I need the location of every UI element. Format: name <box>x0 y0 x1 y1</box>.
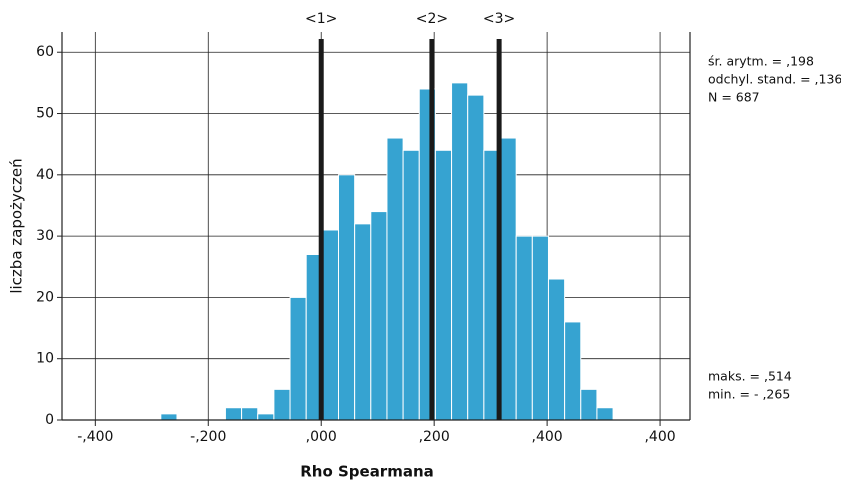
x-tick-label: -,200 <box>190 429 226 445</box>
y-tick-label: 50 <box>36 106 54 122</box>
stat-text: odchyl. stand. = ,136 <box>708 72 841 87</box>
bar <box>515 235 533 421</box>
bar <box>224 407 243 421</box>
reference-label: <3> <box>483 11 515 27</box>
x-tick-label: ,400 <box>532 429 563 445</box>
bar <box>531 235 549 421</box>
y-axis-label: liczba zapożyczeń <box>8 158 26 293</box>
bar <box>370 211 388 421</box>
y-tick-label: 20 <box>36 289 54 305</box>
bar <box>499 137 517 421</box>
bar <box>289 296 307 421</box>
bar <box>467 94 485 421</box>
reference-label: <1> <box>305 11 337 27</box>
bar <box>321 229 340 421</box>
bar <box>547 278 566 421</box>
reference-label: <2> <box>416 11 448 27</box>
bar <box>596 407 614 421</box>
bar <box>402 149 420 421</box>
stat-text: min. = - ,265 <box>708 387 790 402</box>
bar <box>241 407 259 421</box>
y-tick-label: 40 <box>36 167 54 183</box>
bar <box>273 388 291 421</box>
stat-text: maks. = ,514 <box>708 369 792 384</box>
bar <box>338 174 356 421</box>
bar <box>434 149 453 421</box>
x-tick-label: ,000 <box>306 429 337 445</box>
y-tick-label: 30 <box>36 228 54 244</box>
x-axis-label: Rho Spearmana <box>300 463 434 481</box>
bar <box>160 413 178 421</box>
bar <box>354 223 372 421</box>
bar <box>564 321 582 421</box>
y-tick-label: 10 <box>36 351 54 367</box>
y-tick-label: 0 <box>45 412 54 428</box>
stat-text: N = 687 <box>708 90 760 105</box>
bar <box>580 388 598 421</box>
bar <box>451 82 469 421</box>
x-tick-label: ,200 <box>419 429 450 445</box>
y-tick-label: 60 <box>36 44 54 60</box>
x-tick-label: -,400 <box>77 429 113 445</box>
bar <box>386 137 404 421</box>
x-tick-label: ,400 <box>644 429 675 445</box>
bar <box>257 413 275 421</box>
stat-text: śr. arytm. = ,198 <box>708 54 814 69</box>
